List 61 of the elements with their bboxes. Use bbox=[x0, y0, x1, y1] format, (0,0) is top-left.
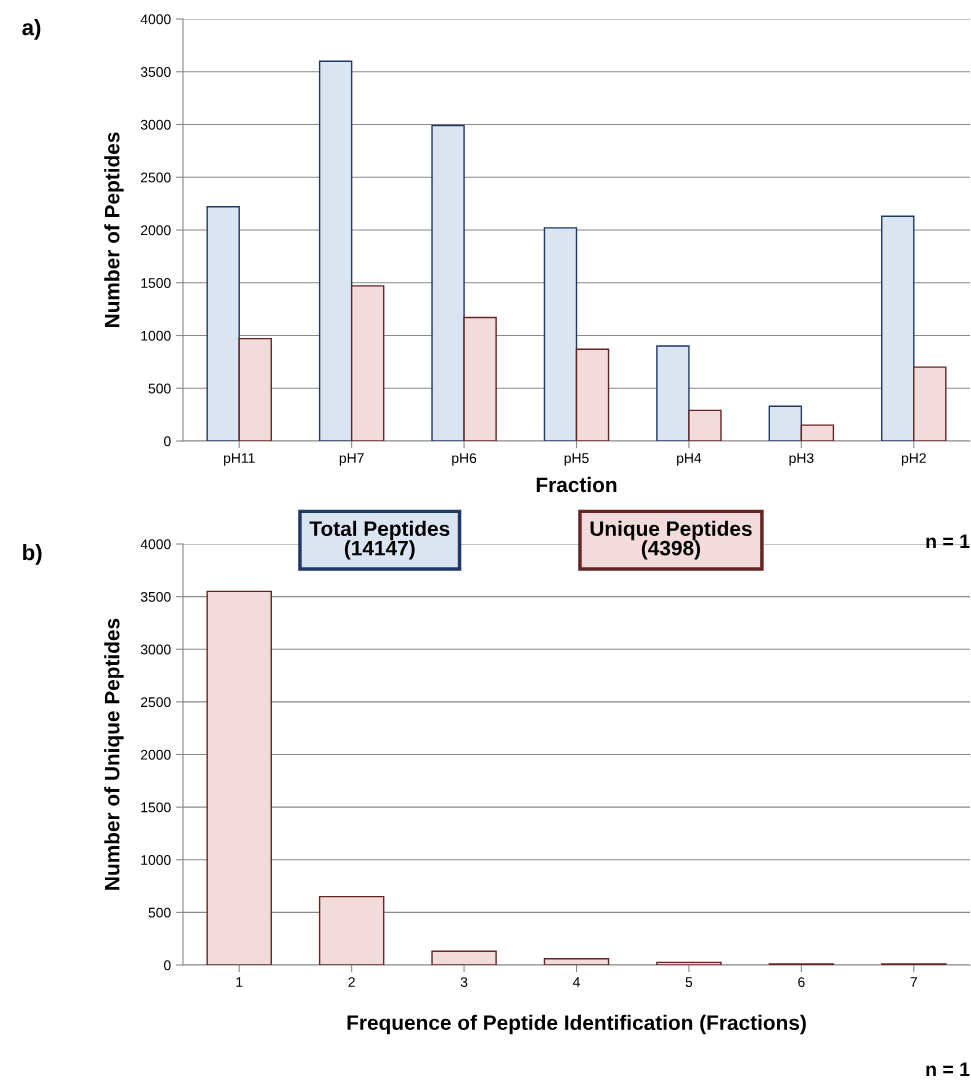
bar bbox=[206, 206, 240, 441]
y-tick-label: 4000 bbox=[140, 539, 171, 550]
x-tick-label: 5 bbox=[685, 977, 693, 988]
y-tick-label: 0 bbox=[164, 960, 171, 971]
bar bbox=[881, 215, 915, 441]
annotation: n = 1 bbox=[926, 534, 970, 548]
y-tick-label: 1000 bbox=[141, 855, 171, 865]
bar bbox=[800, 424, 835, 441]
x-tick-label: pH7 bbox=[339, 453, 364, 466]
x-tick-label: pH5 bbox=[564, 453, 589, 466]
y-tick-label: 1000 bbox=[141, 330, 171, 341]
bar bbox=[913, 366, 947, 441]
bar bbox=[575, 348, 610, 441]
y-tick-label: 1500 bbox=[141, 802, 171, 813]
x-axis-title: Fraction bbox=[536, 476, 617, 493]
y-tick-label: 0 bbox=[164, 436, 171, 447]
text: n = 1 bbox=[926, 1062, 970, 1076]
bar bbox=[768, 405, 803, 441]
bar bbox=[318, 895, 385, 965]
x-tick-label: 3 bbox=[460, 977, 468, 988]
y-tick-label: 3000 bbox=[140, 119, 171, 130]
x-tick-label: pH2 bbox=[901, 453, 926, 466]
x-tick-label: 1 bbox=[236, 977, 243, 987]
text: a) bbox=[22, 19, 41, 40]
bar bbox=[656, 345, 690, 441]
x-tick-label: 6 bbox=[798, 977, 805, 988]
bar bbox=[431, 124, 465, 441]
x-tick-label: pH11 bbox=[224, 453, 255, 466]
y-tick-label: 3000 bbox=[140, 644, 171, 655]
x-tick-label: 7 bbox=[910, 977, 917, 987]
y-tick-label: 2000 bbox=[141, 225, 171, 236]
bar bbox=[463, 316, 497, 441]
x-tick-label: pH6 bbox=[452, 453, 477, 466]
bar bbox=[350, 285, 385, 441]
x-tick-label: 4 bbox=[572, 977, 580, 987]
bar bbox=[206, 590, 272, 965]
bar bbox=[431, 950, 497, 965]
bar bbox=[318, 60, 353, 441]
y-axis-title: Number of Peptides bbox=[104, 132, 124, 327]
text: Total Peptides (14147) bbox=[309, 520, 450, 560]
y-tick-label: 4000 bbox=[140, 14, 171, 25]
text: b) bbox=[23, 544, 42, 565]
text: Unique Peptides (4398) bbox=[590, 520, 752, 560]
bar bbox=[543, 227, 578, 441]
bar bbox=[688, 409, 722, 441]
y-axis-title: Number of Unique Peptides bbox=[104, 618, 124, 890]
y-tick-label: 2000 bbox=[141, 749, 171, 760]
x-axis-title: Frequence of Peptide Identification (Fractions) bbox=[347, 1014, 806, 1035]
bar bbox=[238, 337, 272, 441]
y-tick-label: 2500 bbox=[141, 172, 171, 183]
bar bbox=[543, 957, 610, 965]
y-tick-label: 3500 bbox=[140, 67, 171, 77]
x-tick-label: pH3 bbox=[789, 453, 814, 466]
bar bbox=[656, 961, 722, 965]
y-tick-label: 500 bbox=[148, 907, 171, 918]
x-tick-label: 2 bbox=[348, 977, 355, 987]
y-tick-label: 3500 bbox=[140, 591, 171, 602]
x-tick-label: pH4 bbox=[677, 453, 702, 466]
y-tick-label: 500 bbox=[148, 383, 171, 394]
y-tick-label: 1500 bbox=[141, 278, 171, 288]
y-tick-label: 2500 bbox=[141, 697, 171, 708]
